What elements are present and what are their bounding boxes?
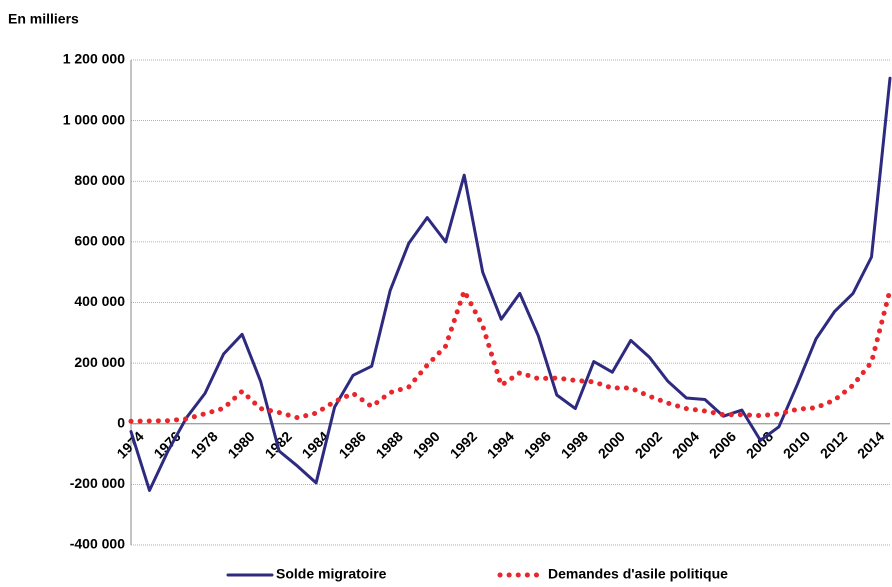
x-tick-label: 2012 bbox=[817, 428, 850, 461]
y-tick-label: -400 000 bbox=[70, 536, 125, 552]
x-tick-label: 1992 bbox=[447, 428, 480, 461]
y-tick-label: 1 200 000 bbox=[63, 51, 125, 67]
x-tick-label: 1998 bbox=[558, 428, 591, 461]
x-tick-label: 1994 bbox=[484, 428, 517, 461]
series-line bbox=[128, 287, 892, 424]
x-tick-label: 2006 bbox=[706, 428, 739, 461]
x-tick-label: 1988 bbox=[373, 428, 406, 461]
legend-label: Demandes d'asile politique bbox=[548, 566, 728, 582]
x-tick-label: 1978 bbox=[187, 428, 220, 461]
x-tick-label: 2000 bbox=[595, 428, 628, 461]
series-line bbox=[129, 76, 892, 492]
y-tick-label: 400 000 bbox=[74, 293, 125, 309]
x-tick-label: 2010 bbox=[780, 428, 813, 461]
y-tick-label: 800 000 bbox=[74, 172, 125, 188]
x-tick-label: 2014 bbox=[854, 428, 887, 461]
x-tick-label: 1986 bbox=[336, 428, 369, 461]
y-axis-label: En milliers bbox=[8, 11, 79, 27]
y-tick-label: -200 000 bbox=[70, 475, 125, 491]
legend-label: Solde migratoire bbox=[276, 566, 387, 582]
x-tick-label: 1996 bbox=[521, 428, 554, 461]
y-tick-label: 1 000 000 bbox=[63, 111, 125, 127]
x-tick-label: 2004 bbox=[669, 428, 702, 461]
y-tick-label: 200 000 bbox=[74, 354, 125, 370]
x-tick-label: 2002 bbox=[632, 428, 665, 461]
x-tick-label: 1980 bbox=[224, 428, 257, 461]
y-tick-label: 600 000 bbox=[74, 233, 125, 249]
x-tick-label: 1990 bbox=[410, 428, 443, 461]
y-tick-label: 0 bbox=[117, 414, 125, 430]
